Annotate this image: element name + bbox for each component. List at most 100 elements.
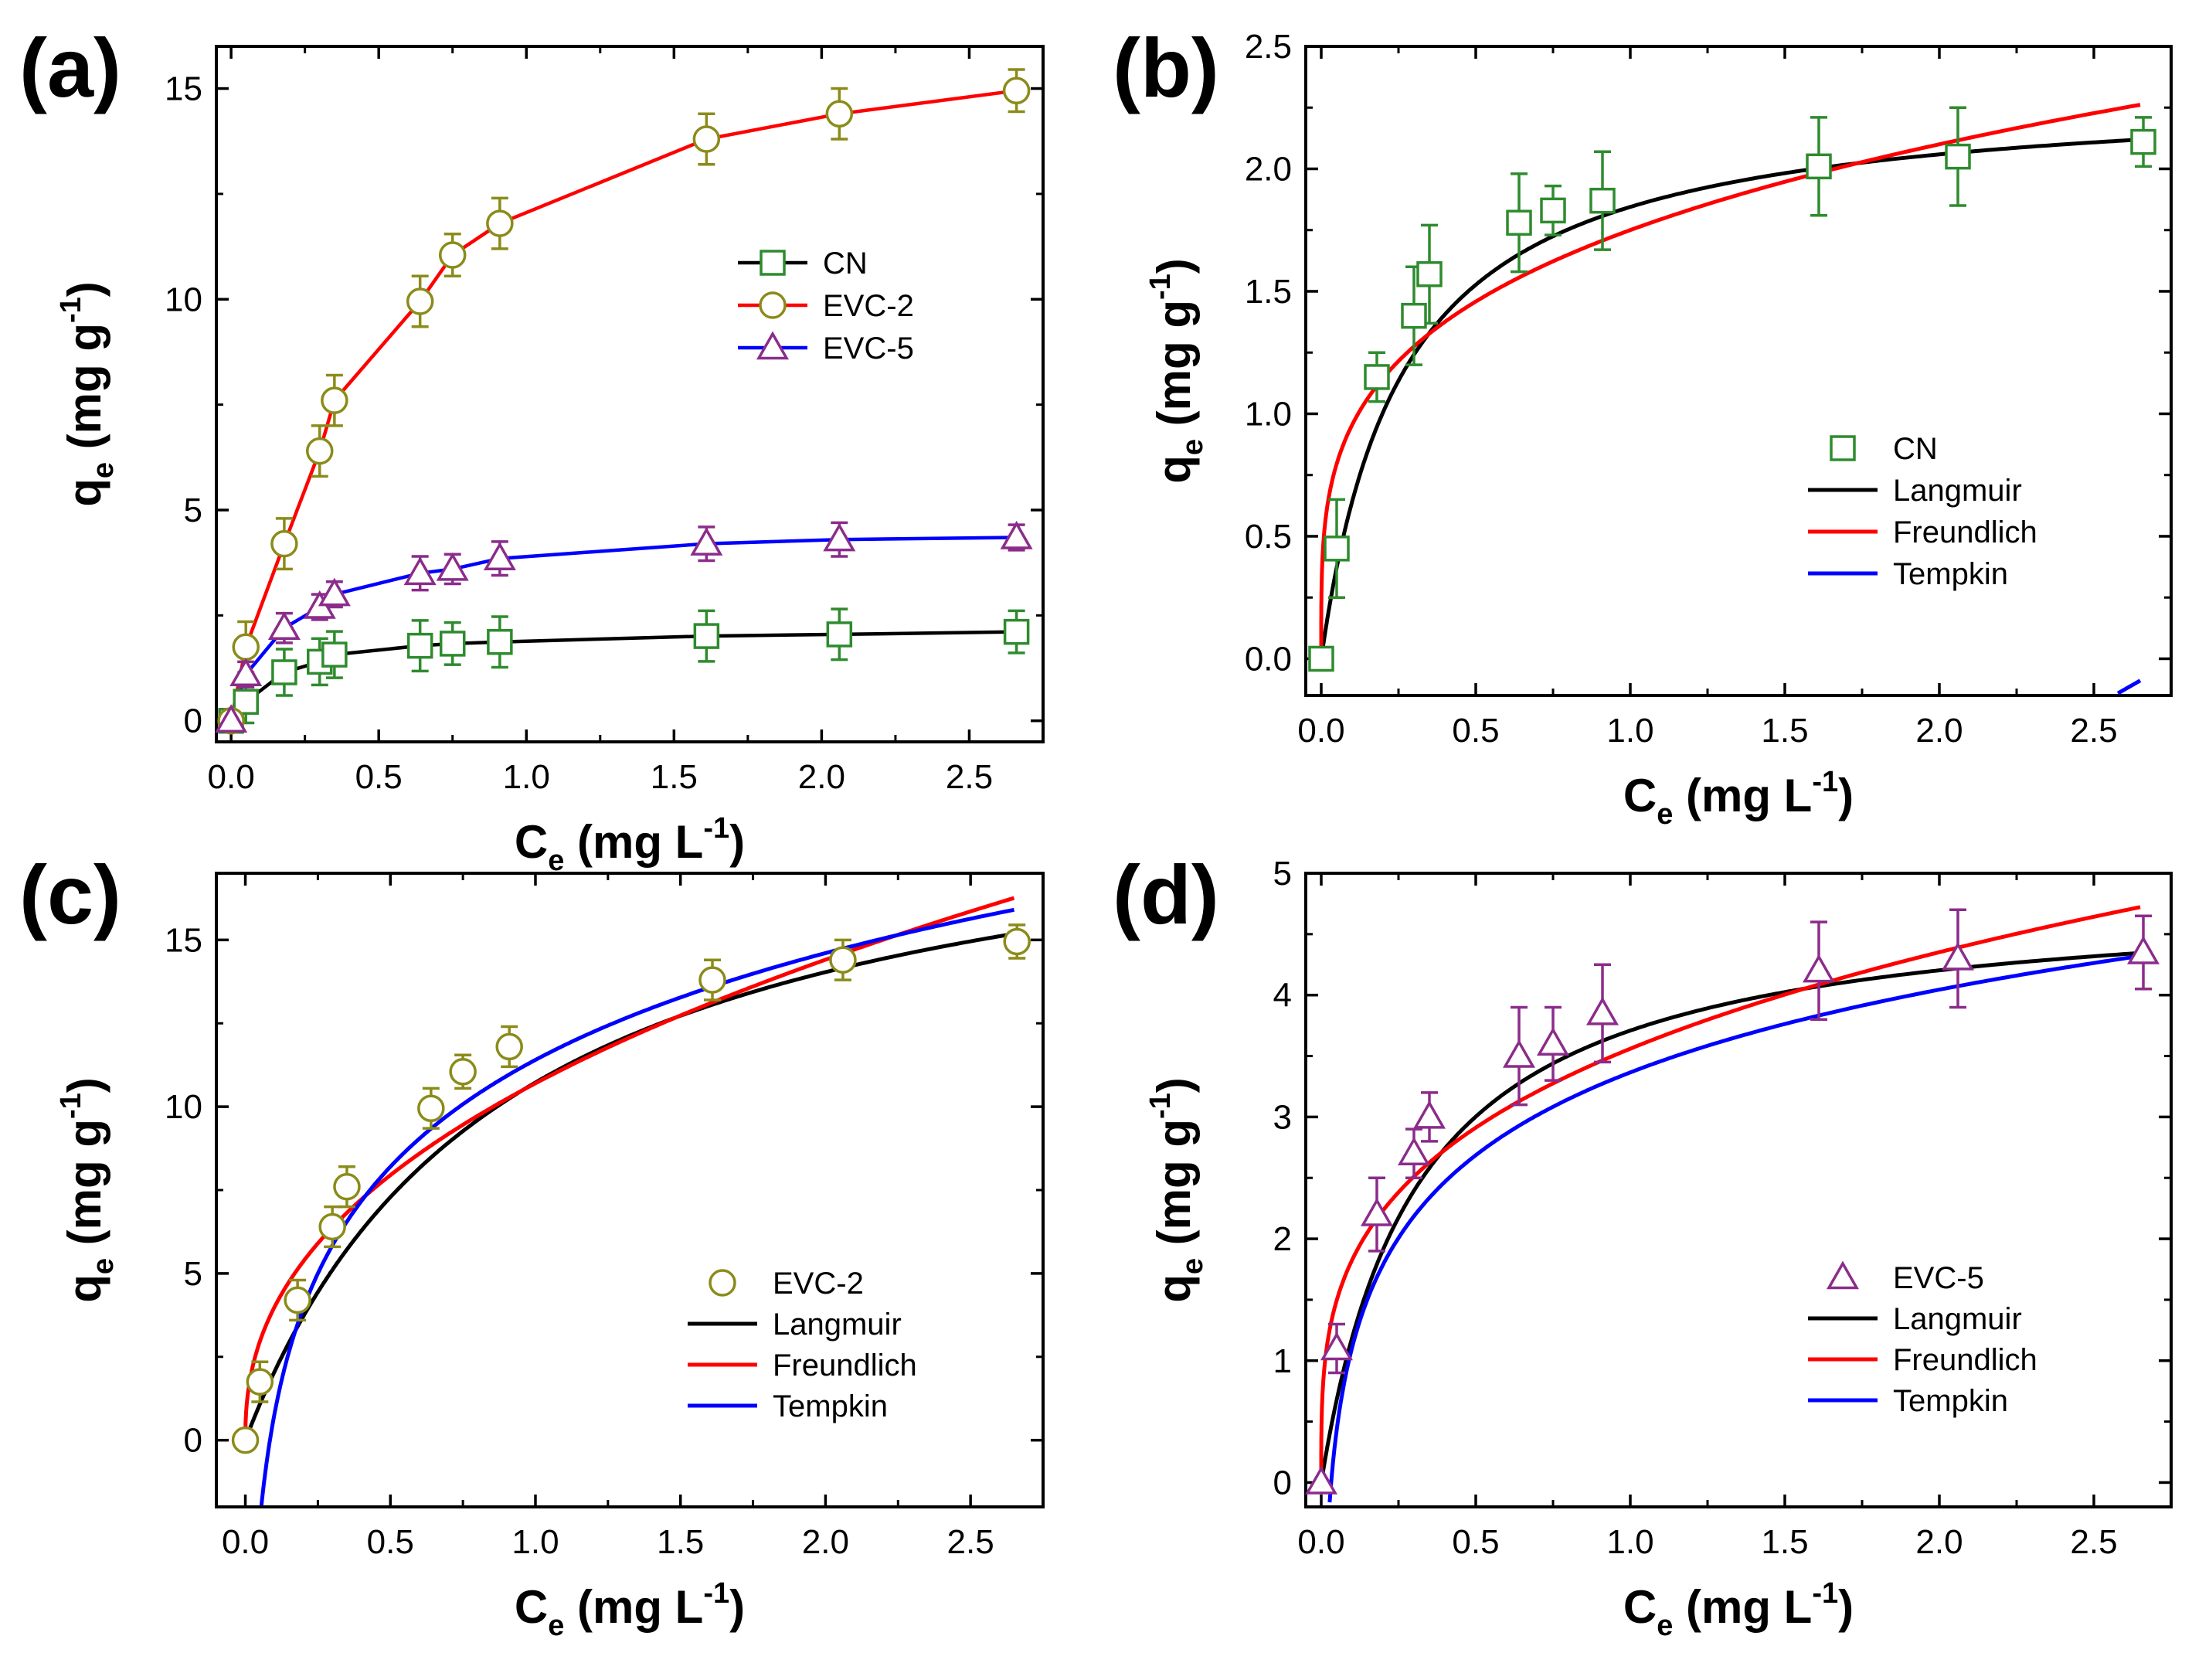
fit-curve-tempkin: [1327, 954, 2141, 1503]
data-point-evc-2: [406, 287, 434, 315]
panel-label: (a): [19, 21, 121, 114]
x-tick-label: 2.0: [798, 758, 845, 796]
panel-label: (d): [1113, 848, 1219, 941]
legend-marker: [756, 331, 790, 360]
data-point-evc-2: [692, 125, 721, 153]
y-tick-label: 5: [184, 1255, 202, 1293]
data-point-evc-5: [2126, 935, 2160, 964]
panel-d: (d) 0.0 0.5 1.0 1.5 2.0 2.5 0 1 2 3 4 5 Ce (mg L-1) qe…: [1113, 848, 2173, 1642]
data-point-evc-2: [270, 529, 298, 558]
legend-label: EVC-2: [823, 289, 914, 323]
data-point-evc-5: [1412, 1100, 1446, 1129]
legend-item-evc-5: EVC-5: [738, 331, 914, 366]
data-point-evc-5: [267, 611, 301, 640]
data-point-evc-5: [229, 658, 263, 686]
data-point-evc-5: [1000, 520, 1033, 549]
legend-label: Langmuir: [773, 1308, 902, 1342]
y-tick-label: 5: [184, 491, 202, 529]
data-point-cn: [1401, 302, 1427, 329]
x-tick-label: 1.5: [651, 758, 698, 796]
y-tick-label: 0: [184, 1422, 202, 1460]
data-point-evc-2: [417, 1094, 445, 1123]
y-tick-label: 0: [184, 702, 202, 740]
plot-area: [1319, 905, 2141, 1503]
legend-item-freundlich: Freundlich: [1808, 515, 2037, 549]
legend-label: EVC-2: [773, 1267, 864, 1301]
x-tick-label: 0.5: [367, 1523, 414, 1561]
x-tick-label: 0.0: [208, 758, 255, 796]
plot-frame: [1304, 872, 2173, 1508]
legend-item-evc-2: EVC-2: [738, 289, 914, 323]
legend-item-freundlich: Freundlich: [688, 1348, 917, 1382]
data-point-evc-5: [823, 522, 856, 552]
data-point-cn: [1003, 618, 1030, 645]
data-point-evc-2: [1002, 77, 1031, 105]
panel-label: (b): [1113, 21, 1219, 114]
legend-label: EVC-5: [1893, 1261, 1984, 1295]
data-point-cn: [693, 623, 720, 649]
data-point-evc-2: [825, 100, 854, 128]
data-point-cn: [1416, 261, 1443, 287]
data-point-evc-2: [1003, 927, 1031, 956]
data-point-evc-2: [495, 1032, 523, 1061]
data-point-cn: [439, 631, 466, 657]
x-tick-label: 0.0: [222, 1523, 269, 1561]
x-tick-label: 2.5: [947, 1523, 994, 1561]
legend-item-langmuir: Langmuir: [1808, 474, 2022, 508]
fit-curve-langmuir: [1319, 951, 2141, 1484]
data-point-cn: [271, 659, 297, 685]
legend-label: Tempkin: [773, 1389, 888, 1423]
data-point-evc-2: [318, 1212, 346, 1241]
fit-curve-freundlich: [1319, 905, 2141, 1483]
y-tick-label: 4: [1273, 977, 1292, 1015]
legend-item-cn: CN: [1830, 432, 1938, 466]
plot-area: [1319, 103, 2142, 695]
data-point-cn: [2130, 128, 2156, 155]
legend-label: Freundlich: [1893, 515, 2037, 549]
y-tick-label: 15: [165, 70, 202, 108]
data-point-cn: [1364, 364, 1390, 390]
legend: CN EVC-2 EVC-5: [738, 247, 914, 366]
x-tick-label: 1.5: [1761, 712, 1808, 750]
data-point-evc-2: [333, 1172, 361, 1201]
panel-a: (a) 0.0 0.5 1.0 1.5 2.0 2.5 0 5 10 15 Ce (mg L-1) qe…: [19, 21, 1045, 877]
data-point-cn: [406, 632, 433, 659]
y-tick-label: 10: [165, 1088, 202, 1126]
fit-curve-freundlich: [243, 896, 1015, 1440]
data-point-evc-5: [1304, 1465, 1338, 1495]
data-point-evc-5: [1360, 1198, 1394, 1226]
legend-label: Freundlich: [1893, 1343, 2037, 1377]
data-point-evc-5: [1802, 954, 1836, 983]
series-line-cn: [229, 630, 1017, 723]
legend-label: Freundlich: [773, 1348, 917, 1382]
y-axis-label: qe (mg g-1): [1144, 258, 1209, 484]
fit-curve-freundlich: [1319, 103, 2141, 659]
fit-curve-tempkin: [259, 907, 1014, 1506]
data-point-cn: [826, 621, 853, 648]
y-tick-label: 0.5: [1245, 518, 1292, 556]
x-tick-label: 1.0: [1606, 712, 1653, 750]
data-point-evc-2: [231, 1426, 260, 1454]
legend: EVC-2 Langmuir Freundlich Tempkin: [688, 1267, 917, 1423]
data-point-cn: [1308, 645, 1334, 672]
x-tick-label: 0.5: [1452, 712, 1499, 750]
legend-label: CN: [1893, 432, 1938, 466]
data-point-evc-2: [829, 946, 857, 974]
x-tick-label: 0.5: [355, 758, 403, 796]
x-axis-label: Ce (mg L-1): [515, 1577, 745, 1642]
legend-marker: [760, 250, 786, 276]
x-tick-label: 1.0: [1606, 1523, 1653, 1561]
legend-label: CN: [823, 247, 868, 281]
data-point-evc-5: [1585, 996, 1619, 1025]
data-point-evc-5: [1320, 1331, 1354, 1361]
data-point-cn: [321, 641, 348, 668]
series-line-evc-5: [229, 536, 1017, 722]
data-point-evc-5: [690, 527, 723, 556]
data-point-evc-2: [438, 241, 467, 269]
fit-curve-langmuir: [1319, 138, 2141, 660]
x-tick-label: 0.0: [1297, 712, 1344, 750]
data-point-evc-5: [436, 552, 469, 581]
data-point-evc-5: [1502, 1039, 1536, 1068]
y-axis-label: qe (mg g-1): [55, 281, 120, 507]
